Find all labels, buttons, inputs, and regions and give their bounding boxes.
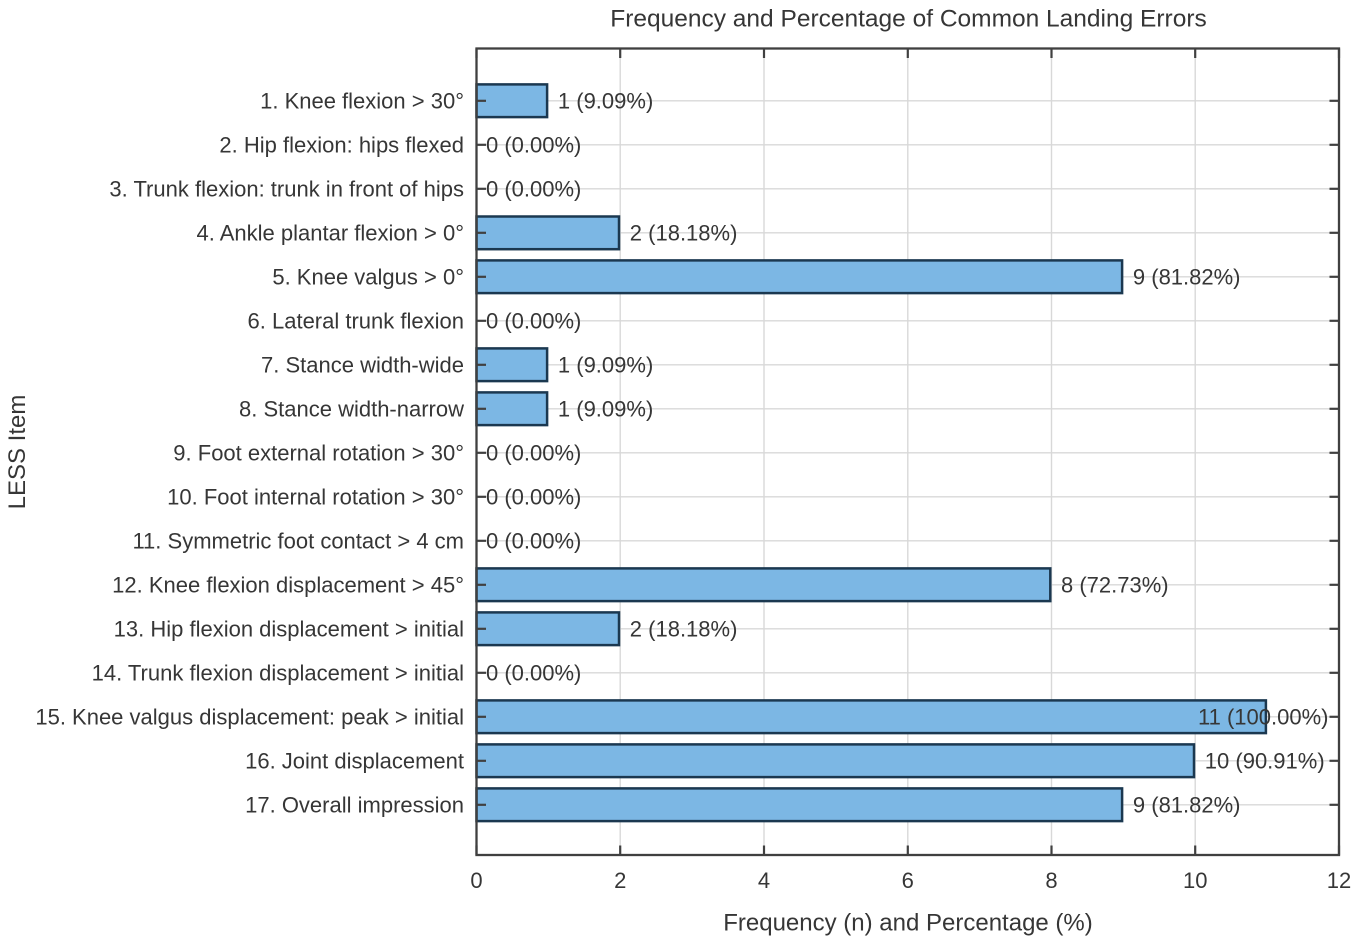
svg-text:0 (0.00%): 0 (0.00%) [486, 529, 581, 554]
svg-text:2 (18.18%): 2 (18.18%) [630, 617, 738, 642]
svg-text:0 (0.00%): 0 (0.00%) [486, 133, 581, 158]
svg-text:12. Knee flexion displacement: 12. Knee flexion displacement > 45° [112, 573, 464, 598]
svg-text:15. Knee valgus displacement:: 15. Knee valgus displacement: peak > ini… [35, 705, 464, 730]
svg-text:8 (72.73%): 8 (72.73%) [1061, 573, 1169, 598]
svg-text:0 (0.00%): 0 (0.00%) [486, 485, 581, 510]
svg-text:16. Joint displacement: 16. Joint displacement [245, 749, 464, 774]
svg-text:17. Overall impression: 17. Overall impression [245, 793, 464, 818]
svg-text:2: 2 [614, 868, 626, 893]
svg-text:4. Ankle plantar flexion > 0°: 4. Ankle plantar flexion > 0° [197, 221, 464, 246]
svg-text:1. Knee flexion > 30°: 1. Knee flexion > 30° [260, 89, 464, 114]
svg-text:9 (81.82%): 9 (81.82%) [1133, 265, 1241, 290]
svg-text:10 (90.91%): 10 (90.91%) [1205, 749, 1325, 774]
svg-text:1 (9.09%): 1 (9.09%) [558, 89, 653, 114]
svg-text:0 (0.00%): 0 (0.00%) [486, 441, 581, 466]
svg-text:11 (100.00%): 11 (100.00%) [1198, 705, 1328, 730]
svg-text:9. Foot external rotation > 30: 9. Foot external rotation > 30° [173, 441, 464, 466]
svg-text:Frequency (n) and Percentage (: Frequency (n) and Percentage (%) [723, 910, 1093, 937]
svg-text:2. Hip flexion: hips flexed: 2. Hip flexion: hips flexed [219, 133, 464, 158]
svg-text:1 (9.09%): 1 (9.09%) [558, 397, 653, 422]
svg-text:8. Stance width-narrow: 8. Stance width-narrow [239, 397, 464, 422]
svg-text:8: 8 [1045, 868, 1057, 893]
svg-text:12: 12 [1327, 868, 1351, 893]
svg-text:1 (9.09%): 1 (9.09%) [558, 353, 653, 378]
svg-text:0 (0.00%): 0 (0.00%) [486, 661, 581, 686]
svg-text:14. Trunk flexion displacement: 14. Trunk flexion displacement > initial [92, 661, 464, 686]
svg-text:2 (18.18%): 2 (18.18%) [630, 221, 738, 246]
svg-text:6. Lateral trunk flexion: 6. Lateral trunk flexion [248, 309, 464, 334]
svg-text:10. Foot internal rotation > 3: 10. Foot internal rotation > 30° [167, 485, 464, 510]
svg-text:11. Symmetric foot contact > 4: 11. Symmetric foot contact > 4 cm [132, 529, 464, 554]
svg-text:13. Hip flexion displacement >: 13. Hip flexion displacement > initial [114, 617, 464, 642]
svg-text:3. Trunk flexion: trunk in fro: 3. Trunk flexion: trunk in front of hips [109, 177, 464, 202]
svg-text:Frequency and Percentage of Co: Frequency and Percentage of Common Landi… [610, 5, 1207, 32]
svg-text:0 (0.00%): 0 (0.00%) [486, 309, 581, 334]
svg-text:10: 10 [1183, 868, 1207, 893]
svg-text:4: 4 [758, 868, 770, 893]
svg-text:9 (81.82%): 9 (81.82%) [1133, 793, 1241, 818]
svg-text:5. Knee valgus > 0°: 5. Knee valgus > 0° [272, 265, 464, 290]
svg-text:0 (0.00%): 0 (0.00%) [486, 177, 581, 202]
svg-text:LESS Item: LESS Item [4, 395, 31, 510]
svg-text:6: 6 [902, 868, 914, 893]
svg-text:0: 0 [470, 868, 482, 893]
svg-text:7. Stance width-wide: 7. Stance width-wide [261, 353, 464, 378]
